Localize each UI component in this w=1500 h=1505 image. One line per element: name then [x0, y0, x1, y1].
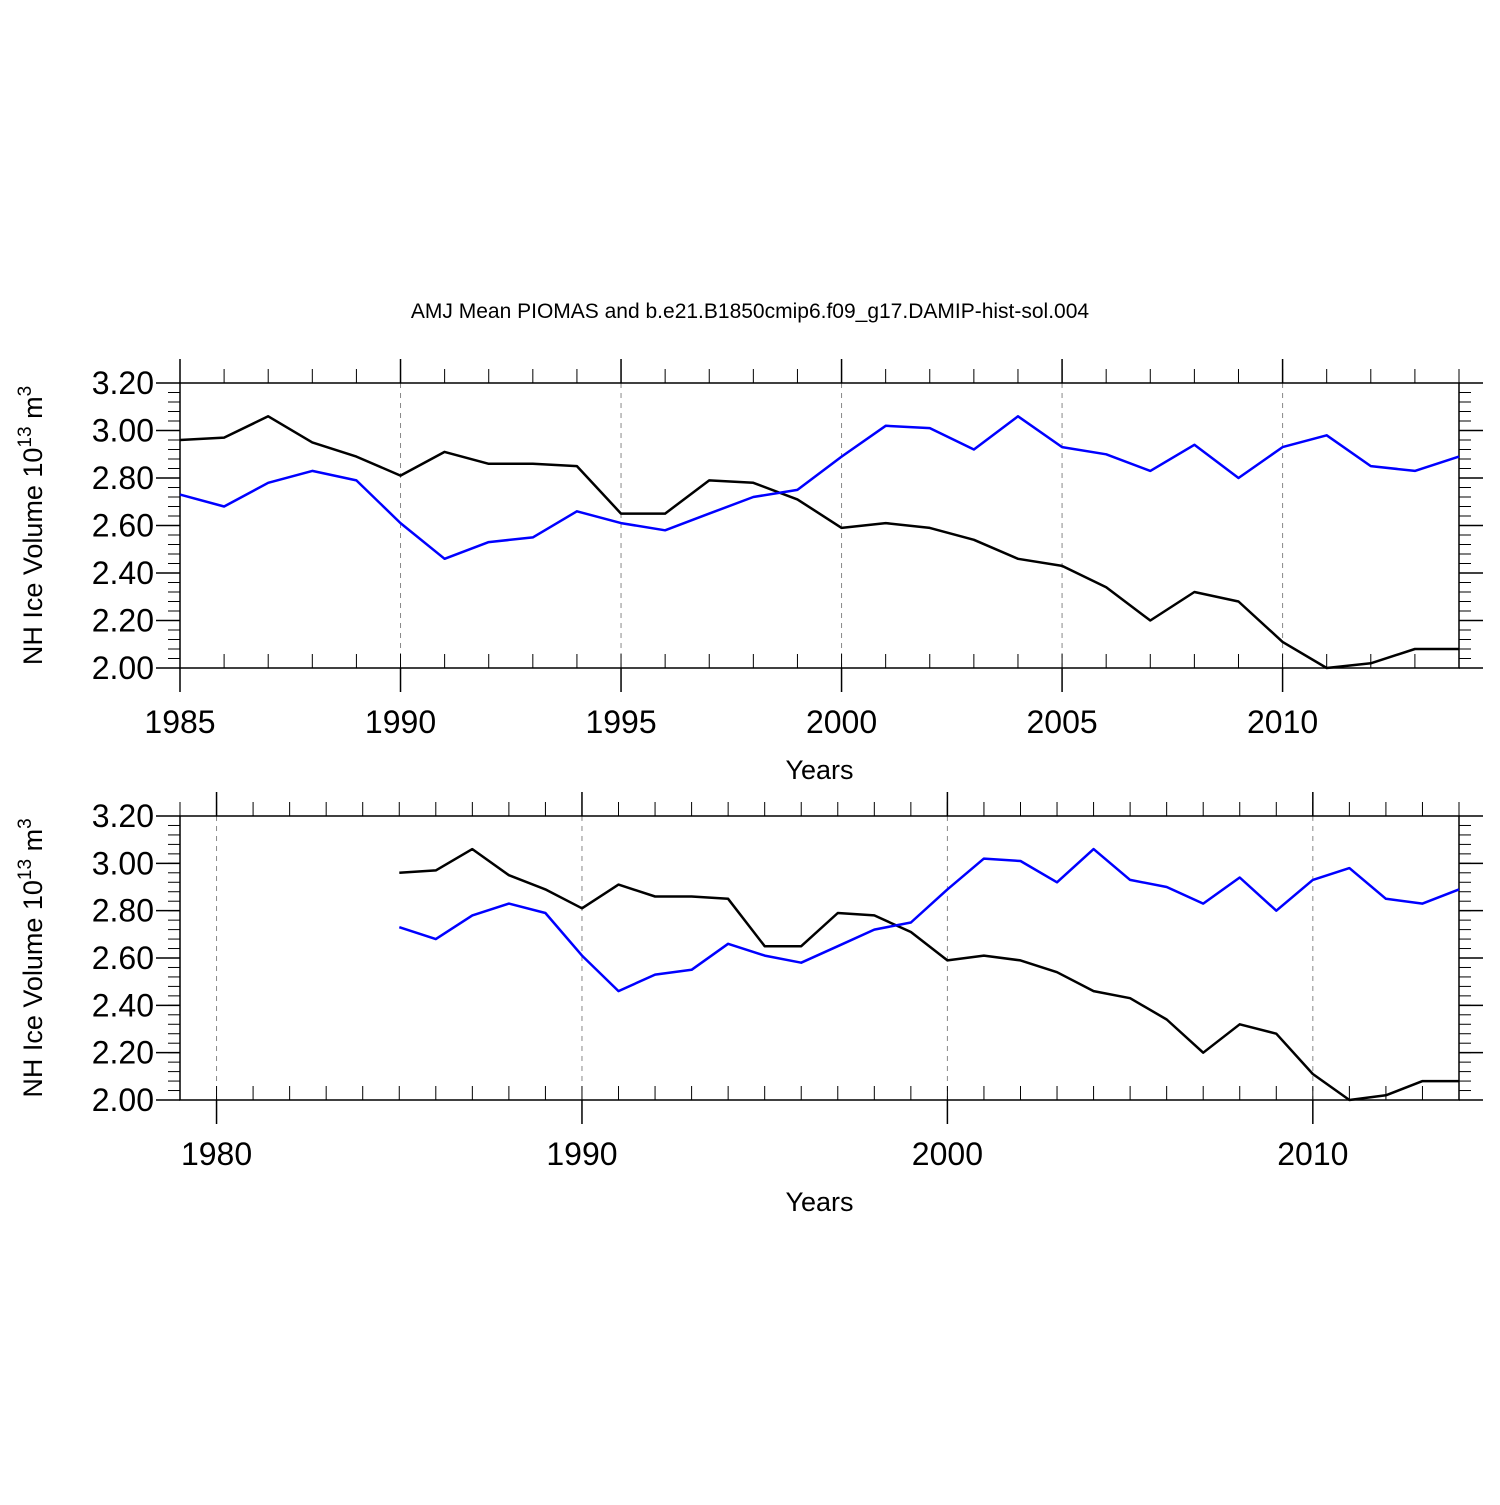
y-axis-label-part: m: [18, 829, 48, 859]
chart-panel-2: 1980 1990 2000 2010 2.00 2.20 2.40 2.60 2.80 3.00…: [15, 792, 1483, 1217]
x-tick-label: 1985: [144, 704, 215, 740]
x-tick-label: 2005: [1026, 704, 1097, 740]
series-line-model: [398, 847, 1460, 993]
y-axis-label-part: m: [18, 396, 48, 426]
x-tick-label: 1990: [546, 1136, 617, 1172]
y-tick-label: 2.60: [92, 508, 154, 544]
x-tick-label: 2000: [912, 1136, 983, 1172]
x-axis-label: Years: [785, 755, 853, 785]
figure-title: AMJ Mean PIOMAS and b.e21.B1850cmip6.f09…: [411, 300, 1090, 323]
y-tick-label: 3.20: [92, 365, 154, 401]
x-tick-label: 2000: [806, 704, 877, 740]
y-tick-label: 2.40: [92, 987, 154, 1023]
series-line-piomas: [399, 847, 1459, 1102]
plot-frame: [179, 815, 1460, 1101]
y-tick-label: 3.00: [92, 413, 154, 449]
y-tick-label: 2.60: [92, 940, 154, 976]
y-tick-label: 2.80: [92, 893, 154, 929]
x-tick-label: 1990: [365, 704, 436, 740]
y-tick-label: 2.00: [92, 1082, 154, 1118]
x-tick-label: 1980: [181, 1136, 252, 1172]
y-axis-label: NH Ice Volume 1013 m3: [15, 386, 48, 665]
x-tick-label: 2010: [1247, 704, 1318, 740]
y-tick-label: 2.20: [92, 603, 154, 639]
y-tick-label: 3.20: [92, 798, 154, 834]
y-tick-label: 2.20: [92, 1035, 154, 1071]
y-axis-label-superscript: 3: [15, 386, 36, 397]
series-line-piomas: [179, 415, 1459, 670]
y-axis-label-part: NH Ice Volume 10: [18, 448, 48, 666]
chart-panel-1: 1985 1990 1995 2000 2005 2010 2.00 2.20 2.40 2.60…: [15, 359, 1483, 785]
y-tick-label: 3.00: [92, 845, 154, 881]
y-axis-label-superscript: 13: [15, 426, 36, 447]
x-tick-label: 2010: [1277, 1136, 1348, 1172]
y-tick-label: 2.80: [92, 460, 154, 496]
y-axis-label-part: NH Ice Volume 10: [18, 880, 48, 1098]
y-axis-label-superscript: 3: [15, 818, 36, 829]
y-tick-label: 2.40: [92, 555, 154, 591]
plot-frame: [179, 382, 1460, 669]
series-line-model: [179, 415, 1460, 561]
y-tick-label: 2.00: [92, 650, 154, 686]
y-axis-label-superscript: 13: [15, 859, 36, 880]
x-tick-label: 1995: [585, 704, 656, 740]
x-axis-label: Years: [785, 1187, 853, 1217]
y-axis-label: NH Ice Volume 1013 m3: [15, 818, 48, 1097]
panels: 1985 1990 1995 2000 2005 2010 2.00 2.20 2.40 2.60…: [15, 359, 1483, 1217]
